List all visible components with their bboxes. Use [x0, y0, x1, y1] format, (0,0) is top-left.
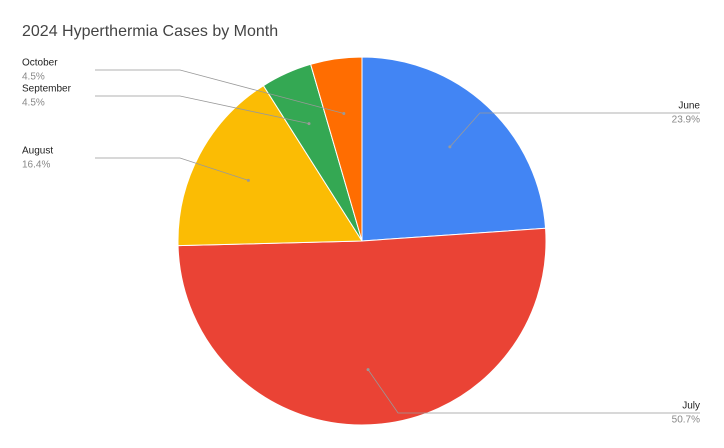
leader-dot: [448, 145, 452, 149]
chart-title: 2024 Hyperthermia Cases by Month: [22, 23, 278, 40]
leader-line: [95, 69, 344, 114]
leader-dot: [246, 178, 250, 182]
pie-slice: [361, 56, 547, 242]
leader-dot: [307, 122, 311, 126]
slice-value-label: 16.4%: [22, 160, 50, 171]
leader-line: [95, 95, 310, 125]
slice-value-label: 23.9%: [672, 115, 700, 126]
pie-slice: [177, 84, 363, 247]
slice-value-label: 4.5%: [22, 98, 45, 109]
slice-label: August: [22, 146, 53, 157]
slice-value-label: 50.7%: [672, 415, 700, 426]
leader-dot: [366, 368, 370, 372]
slice-label: June: [678, 101, 700, 112]
slice-value-label: 4.5%: [22, 72, 45, 83]
leader-line: [95, 157, 249, 181]
leader-line: [449, 112, 700, 148]
pie-slice: [177, 227, 547, 426]
slice-label: October: [22, 58, 58, 69]
slice-label: September: [22, 84, 72, 95]
slice-label: July: [682, 401, 700, 412]
leader-dot: [342, 111, 346, 115]
leader-line: [367, 369, 700, 414]
pie-slice: [310, 56, 363, 242]
